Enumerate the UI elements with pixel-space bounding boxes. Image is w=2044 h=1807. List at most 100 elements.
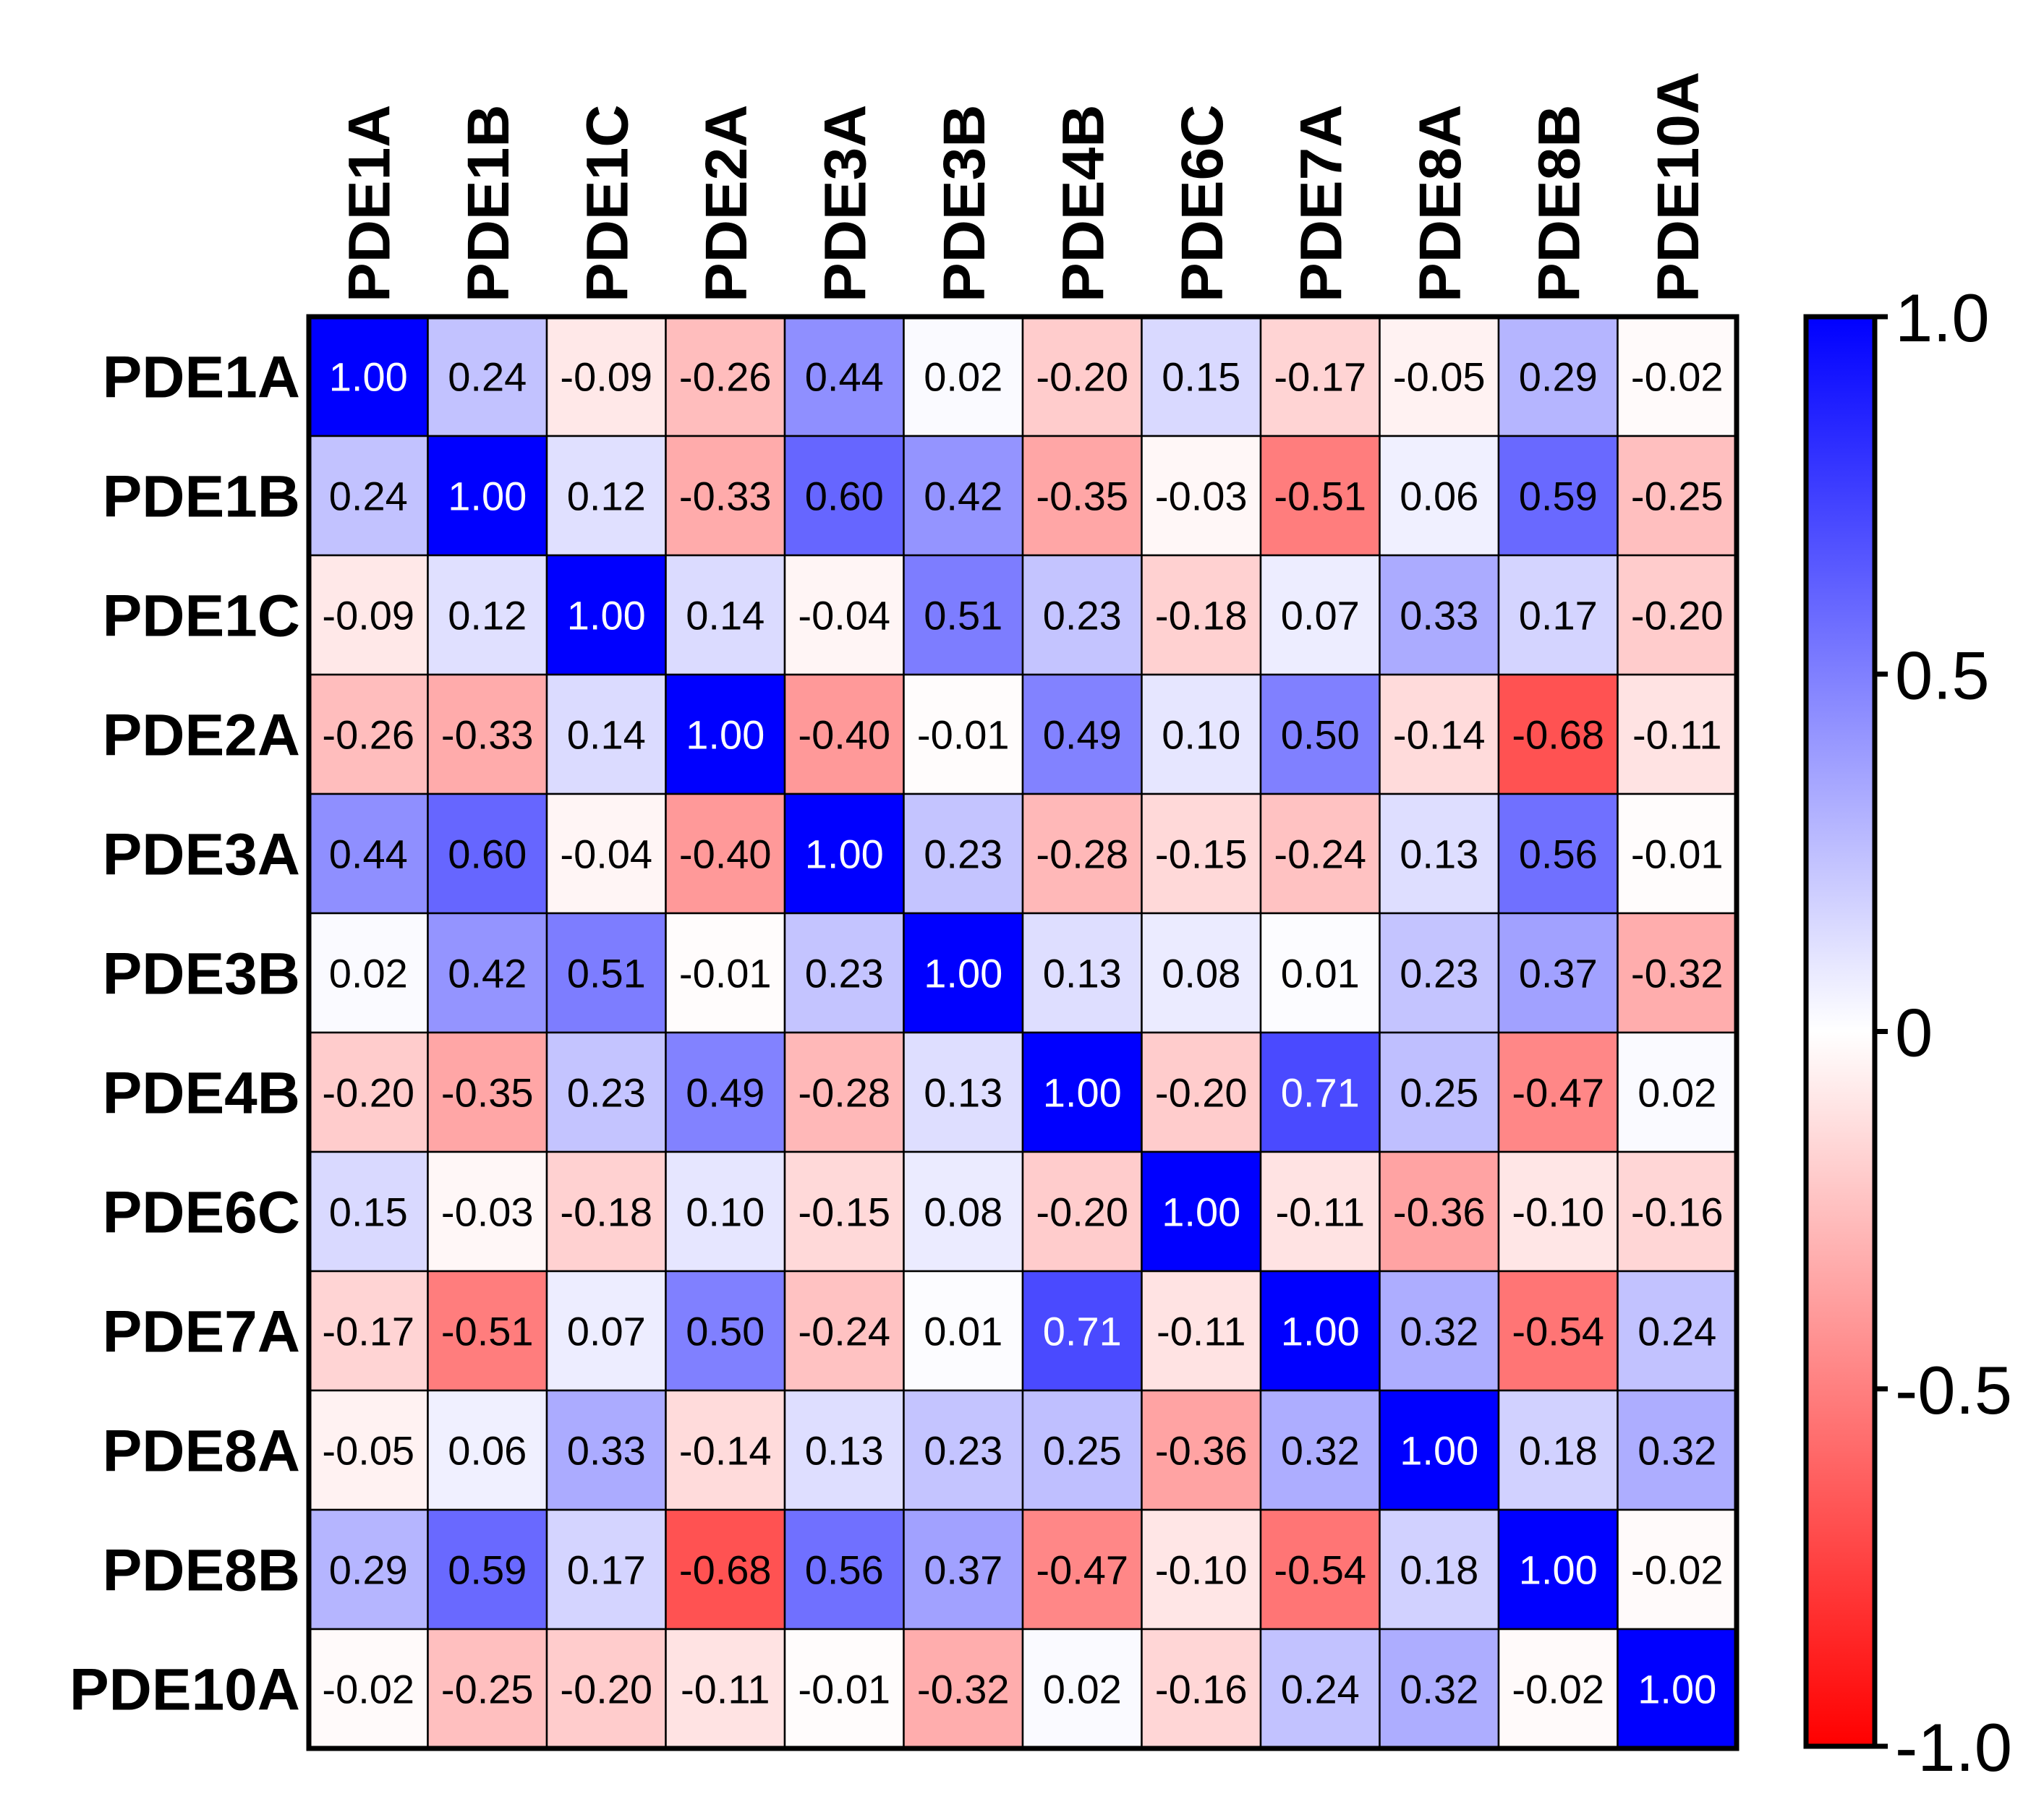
- column-label: PDE3B: [932, 105, 997, 302]
- cell-value-label: -0.68: [1512, 712, 1604, 758]
- cell-value-label: -0.14: [1393, 712, 1486, 758]
- cell-value-label: 0.37: [924, 1547, 1002, 1593]
- column-label: PDE3A: [812, 105, 878, 302]
- cell-value-label: 0.12: [567, 474, 646, 519]
- cell-value-label: -0.10: [1512, 1189, 1604, 1235]
- heatmap-cell: [1021, 912, 1143, 1034]
- cell-value-label: 0.56: [805, 1547, 884, 1593]
- heatmap-cell: [1379, 1389, 1500, 1511]
- heatmap-cell: [903, 673, 1024, 795]
- cell-value-label: -0.01: [679, 951, 772, 996]
- heatmap-cell: [903, 435, 1024, 557]
- cell-value-label: 1.00: [686, 712, 765, 758]
- cell-value-label: 0.59: [448, 1547, 527, 1593]
- cell-value-label: 1.00: [805, 832, 884, 877]
- heatmap-frame: [306, 314, 1739, 1751]
- cell-value-label: 0.49: [1043, 712, 1122, 758]
- cell-value-label: 0.32: [1400, 1309, 1478, 1354]
- cell-value-label: 0.02: [329, 951, 408, 996]
- heatmap-cell: [1497, 1508, 1619, 1631]
- cell-value-label: -0.51: [1274, 474, 1366, 519]
- cell-value-label: -0.26: [679, 354, 772, 400]
- cell-value-label: 0.18: [1519, 1428, 1598, 1474]
- cell-value-label: 0.60: [805, 474, 884, 519]
- cell-value-label: -0.54: [1512, 1309, 1604, 1354]
- cell-value-label: -0.09: [322, 593, 414, 638]
- heatmap-cell: [545, 1508, 667, 1631]
- column-label: PDE2A: [694, 105, 759, 302]
- cell-value-label: -0.25: [441, 1667, 534, 1712]
- cell-value-label: 0.23: [924, 1428, 1002, 1474]
- cell-value-label: 0.23: [567, 1070, 646, 1116]
- heatmap-cell: [1021, 1150, 1143, 1273]
- heatmap-cell: [903, 1031, 1024, 1153]
- heatmap-cell: [1497, 1628, 1619, 1750]
- cell-value-label: -0.24: [798, 1309, 890, 1354]
- cell-value-label: 0.23: [1400, 951, 1478, 996]
- cell-value-label: 0.17: [1519, 593, 1598, 638]
- cell-value-label: 0.06: [1400, 474, 1478, 519]
- heatmap-cell: [903, 1508, 1024, 1631]
- heatmap-cell: [1379, 315, 1500, 437]
- heatmap-cell: [545, 1031, 667, 1153]
- cell-value-label: 0.07: [567, 1309, 646, 1354]
- heatmap-cell: [1617, 912, 1738, 1034]
- cell-value-label: -0.68: [679, 1547, 772, 1593]
- cell-value-label: -0.51: [441, 1309, 534, 1354]
- cell-value-label: -0.20: [1036, 354, 1128, 400]
- cell-value-label: -0.33: [679, 474, 772, 519]
- cell-value-label: -0.05: [1393, 354, 1486, 400]
- heatmap-cell: [1021, 554, 1143, 676]
- heatmap-cell: [665, 1150, 786, 1273]
- cell-value-label: 0.50: [686, 1309, 765, 1354]
- heatmap-cell: [1021, 1031, 1143, 1153]
- cell-value-label: 0.32: [1400, 1667, 1478, 1712]
- heatmap-cell: [1021, 1628, 1143, 1750]
- heatmap-cell: [1617, 1508, 1738, 1631]
- heatmap-cell: [545, 793, 667, 915]
- cell-value-label: -0.47: [1036, 1547, 1128, 1593]
- cell-value-label: 0.56: [1519, 832, 1598, 877]
- cell-value-label: -0.11: [1157, 1309, 1245, 1354]
- heatmap-cell: [1379, 435, 1500, 557]
- cell-value-label: -0.04: [798, 593, 890, 638]
- cell-value-label: 0.18: [1400, 1547, 1478, 1593]
- heatmap-cell: [545, 554, 667, 676]
- heatmap-cell: [1497, 435, 1619, 557]
- cell-value-label: 0.13: [1400, 832, 1478, 877]
- cell-value-label: -0.04: [560, 832, 652, 877]
- cell-value-label: -0.20: [1036, 1189, 1128, 1235]
- heatmap-cell: [1497, 1031, 1619, 1153]
- cell-value-label: 0.32: [1638, 1428, 1716, 1474]
- cell-value-label: 0.33: [567, 1428, 646, 1474]
- heatmap-cell: [1617, 315, 1738, 437]
- heatmap-cell: [307, 554, 429, 676]
- colorbar-tick-label: 0.5: [1895, 637, 1990, 713]
- row-label: PDE3A: [103, 822, 300, 888]
- cell-value-label: 0.51: [567, 951, 646, 996]
- heatmap-cell: [1021, 1508, 1143, 1631]
- cell-value-label: -0.24: [1274, 832, 1366, 877]
- heatmap-cell: [1617, 1389, 1738, 1511]
- cell-value-label: 0.15: [1162, 354, 1240, 400]
- heatmap-cell: [1141, 1389, 1262, 1511]
- row-label: PDE1B: [103, 464, 300, 530]
- heatmap-cell: [545, 1628, 667, 1750]
- cell-value-label: 1.00: [1281, 1309, 1360, 1354]
- heatmap-cell: [1379, 912, 1500, 1034]
- heatmap-cell: [665, 1508, 786, 1631]
- cell-value-label: -0.11: [1276, 1189, 1365, 1235]
- cell-value-label: 0.07: [1281, 593, 1360, 638]
- heatmap-cell: [427, 435, 548, 557]
- heatmap-cell: [1141, 912, 1262, 1034]
- heatmap-cell: [427, 1508, 548, 1631]
- cell-value-label: 0.15: [329, 1189, 408, 1235]
- cell-value-label: 0.06: [448, 1428, 527, 1474]
- heatmap-cell: [783, 435, 905, 557]
- cell-value-label: 0.02: [1043, 1667, 1122, 1712]
- heatmap-cell: [665, 1389, 786, 1511]
- cell-value-label: 0.13: [1043, 951, 1122, 996]
- heatmap-cell: [1021, 793, 1143, 915]
- cell-value-label: 0.25: [1043, 1428, 1122, 1474]
